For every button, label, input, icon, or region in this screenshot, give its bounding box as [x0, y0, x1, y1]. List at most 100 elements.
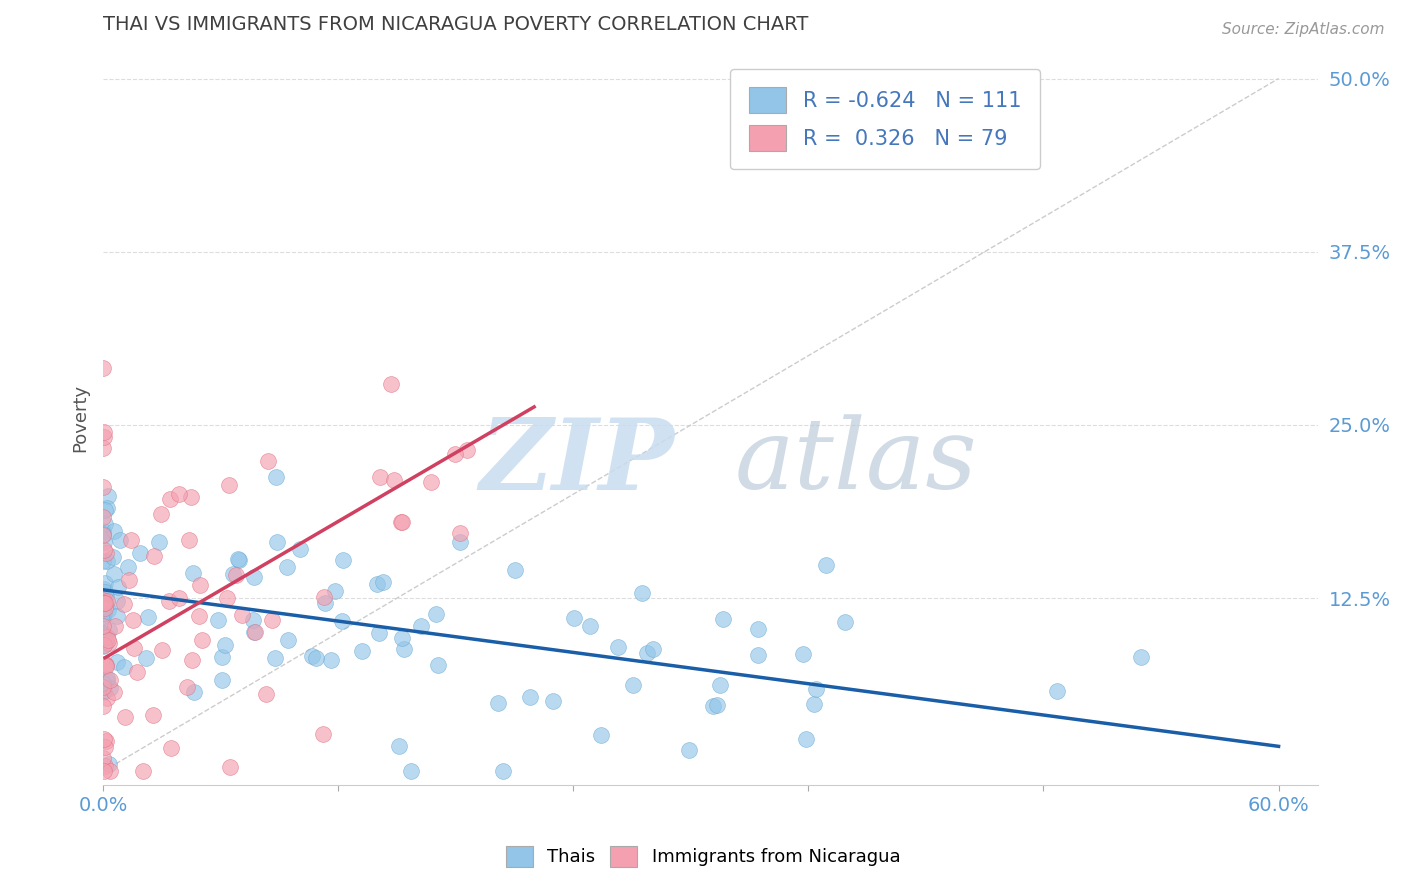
- Point: [456, 442, 478, 457]
- Point: [519, 690, 541, 705]
- Point: [93, 628, 115, 642]
- Y-axis label: Poverty: Poverty: [72, 384, 89, 452]
- Point: [91, 610, 114, 624]
- Point: [94, 588, 117, 602]
- Point: [108, 533, 131, 548]
- Point: [96, 501, 118, 516]
- Point: [135, 651, 157, 665]
- Legend: R = -0.624   N = 111, R =  0.326   N = 79: R = -0.624 N = 111, R = 0.326 N = 79: [730, 69, 1040, 169]
- Point: [228, 552, 250, 566]
- Point: [380, 376, 402, 391]
- Point: [350, 644, 373, 658]
- Point: [91, 699, 114, 714]
- Point: [191, 632, 214, 647]
- Point: [91, 675, 114, 690]
- Point: [254, 687, 277, 701]
- Point: [711, 612, 734, 626]
- Point: [103, 567, 125, 582]
- Point: [93, 543, 115, 558]
- Point: [96, 691, 118, 706]
- Point: [91, 629, 114, 643]
- Point: [225, 568, 247, 582]
- Point: [97, 635, 120, 649]
- Point: [242, 624, 264, 639]
- Point: [492, 764, 515, 779]
- Point: [181, 566, 204, 580]
- Point: [97, 603, 120, 617]
- Point: [96, 734, 118, 748]
- Point: [91, 685, 114, 699]
- Point: [93, 739, 115, 754]
- Point: [128, 546, 150, 560]
- Point: [314, 596, 336, 610]
- Point: [207, 613, 229, 627]
- Point: [94, 502, 117, 516]
- Point: [305, 651, 328, 665]
- Point: [449, 534, 471, 549]
- Point: [794, 732, 817, 747]
- Point: [176, 681, 198, 695]
- Point: [621, 678, 644, 692]
- Point: [392, 641, 415, 656]
- Point: [143, 549, 166, 564]
- Point: [264, 651, 287, 665]
- Point: [94, 517, 117, 532]
- Point: [96, 673, 118, 688]
- Point: [120, 533, 142, 548]
- Point: [98, 764, 121, 779]
- Point: [1129, 650, 1152, 665]
- Point: [167, 591, 190, 605]
- Point: [260, 613, 283, 627]
- Point: [93, 430, 115, 444]
- Point: [264, 470, 287, 484]
- Point: [157, 594, 180, 608]
- Point: [606, 640, 628, 654]
- Point: [180, 490, 202, 504]
- Point: [94, 596, 117, 610]
- Point: [105, 594, 128, 608]
- Point: [803, 698, 825, 712]
- Point: [449, 525, 471, 540]
- Point: [93, 582, 115, 596]
- Point: [112, 660, 135, 674]
- Point: [94, 585, 117, 599]
- Point: [218, 478, 240, 492]
- Point: [706, 698, 728, 712]
- Point: [91, 619, 114, 633]
- Point: [330, 614, 353, 628]
- Point: [97, 489, 120, 503]
- Text: Source: ZipAtlas.com: Source: ZipAtlas.com: [1222, 22, 1385, 37]
- Point: [371, 574, 394, 589]
- Point: [117, 573, 139, 587]
- Point: [401, 764, 423, 779]
- Point: [93, 684, 115, 698]
- Point: [180, 653, 202, 667]
- Point: [792, 647, 814, 661]
- Point: [93, 535, 115, 549]
- Point: [215, 591, 238, 606]
- Point: [426, 657, 449, 672]
- Point: [591, 728, 613, 742]
- Point: [93, 425, 115, 439]
- Point: [96, 658, 118, 673]
- Point: [91, 510, 114, 524]
- Point: [91, 592, 114, 607]
- Point: [257, 454, 280, 468]
- Point: [382, 473, 405, 487]
- Point: [319, 653, 342, 667]
- Point: [94, 658, 117, 673]
- Point: [214, 638, 236, 652]
- Point: [93, 630, 115, 644]
- Point: [541, 693, 564, 707]
- Point: [747, 648, 769, 662]
- Point: [709, 678, 731, 692]
- Text: ZIP: ZIP: [479, 414, 673, 510]
- Point: [409, 618, 432, 632]
- Point: [121, 613, 143, 627]
- Point: [266, 535, 288, 549]
- Point: [562, 611, 585, 625]
- Point: [105, 656, 128, 670]
- Point: [91, 554, 114, 568]
- Point: [420, 475, 443, 489]
- Point: [93, 639, 115, 653]
